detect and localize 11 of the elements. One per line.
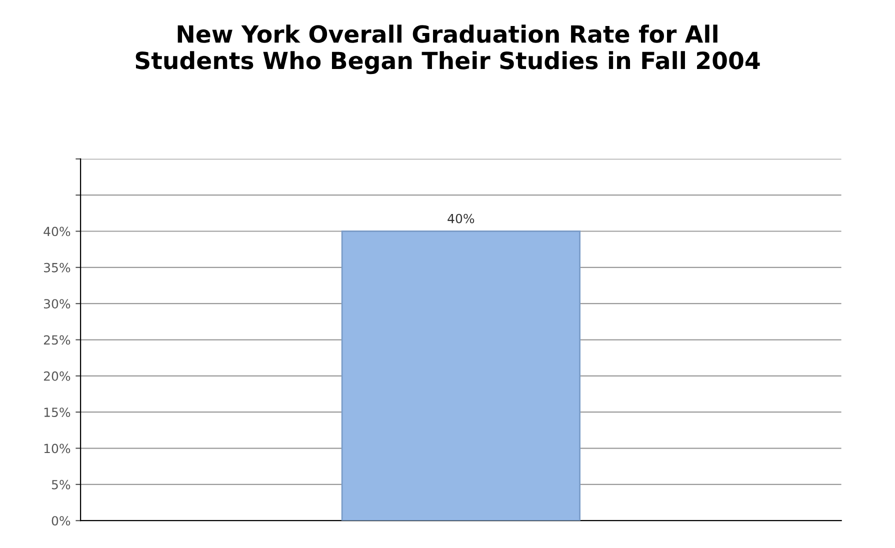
chart-title: New York Overall Graduation Rate for All Students Who Began Their Studies in Fall 2004 bbox=[136, 24, 760, 74]
data-label: 40% bbox=[448, 214, 474, 224]
y-tick-label: 20% bbox=[44, 371, 70, 381]
y-tick-label: 30% bbox=[44, 299, 70, 309]
y-tick-label: 5% bbox=[52, 480, 70, 490]
y-tick-label: 15% bbox=[44, 408, 70, 418]
y-tick-label: 10% bbox=[44, 444, 70, 454]
y-tick-label: 25% bbox=[44, 335, 70, 345]
y-tick-label: 40% bbox=[44, 226, 70, 236]
y-tick-label: 0% bbox=[52, 516, 70, 526]
y-tick-label: 35% bbox=[44, 262, 70, 272]
